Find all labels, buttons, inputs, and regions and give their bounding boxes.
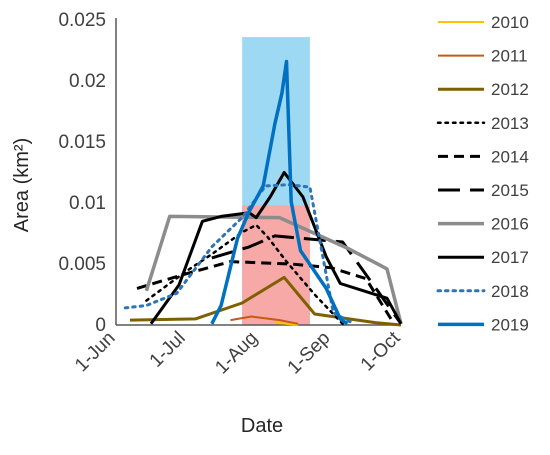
x-tick-label: 1-Aug [211, 328, 262, 379]
y-tick-label: 0 [95, 315, 106, 336]
series-line-2011 [230, 315, 299, 325]
axes [115, 18, 401, 326]
legend: 2010 2011 2012 2013 2014 2015 2016 2017 2018 2019 [436, 13, 529, 334]
legend-label-2017: 2017 [491, 248, 529, 267]
series-line-2012 [129, 275, 402, 327]
x-tick-label: 1-Jul [146, 328, 190, 372]
legend-label-2014: 2014 [491, 147, 529, 166]
legend-label-2011: 2011 [491, 47, 528, 66]
series-line-2019 [210, 59, 349, 326]
y-tick-label: 0.02 [69, 71, 106, 92]
legend-label-2013: 2013 [491, 114, 529, 133]
legend-label-2018: 2018 [491, 282, 529, 301]
legend-label-2019: 2019 [491, 315, 529, 334]
series-line-2013 [145, 223, 344, 326]
legend-label-2016: 2016 [491, 215, 529, 234]
y-tick-label: 0.01 [69, 193, 106, 214]
y-tick-label: 0.015 [58, 132, 106, 153]
legend-label-2015: 2015 [491, 181, 529, 200]
y-tick-label: 0.025 [58, 10, 106, 31]
legend-label-2012: 2012 [491, 80, 529, 99]
x-tick-label: 1-Oct [357, 327, 405, 375]
legend-label-2010: 2010 [491, 13, 529, 32]
y-axis-title: Area (km²) [11, 138, 33, 232]
series-line-2016 [144, 214, 403, 325]
series-lines [123, 59, 403, 327]
x-tick-label: 1-Sep [284, 328, 335, 379]
series-line-2014 [136, 260, 396, 325]
x-axis-title: Date [241, 415, 283, 437]
series-line-2017 [149, 171, 403, 325]
y-tick-label: 0.005 [58, 254, 106, 275]
series-line-2010 [274, 321, 299, 326]
